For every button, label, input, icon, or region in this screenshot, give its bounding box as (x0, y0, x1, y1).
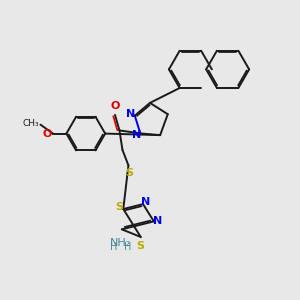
Text: N: N (141, 197, 151, 207)
Text: N: N (126, 109, 136, 119)
Text: S: S (136, 242, 144, 251)
Text: NH₂: NH₂ (110, 238, 131, 248)
Text: O: O (43, 129, 52, 139)
Text: O: O (110, 101, 120, 111)
Text: S: S (116, 202, 124, 212)
Text: N: N (132, 130, 141, 140)
Text: CH₃: CH₃ (22, 118, 39, 127)
Text: S: S (125, 168, 133, 178)
Text: N: N (153, 216, 162, 226)
Text: H: H (110, 242, 117, 252)
Text: H: H (124, 242, 131, 252)
